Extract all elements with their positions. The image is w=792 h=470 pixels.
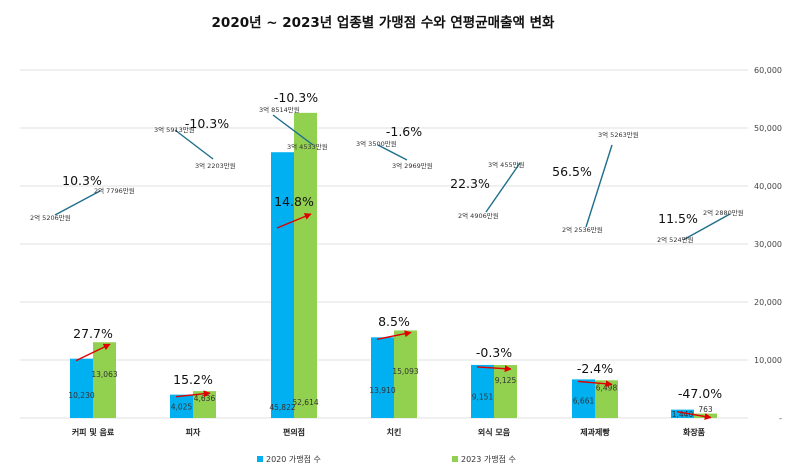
- legend-label-2023: 2023 가맹점 수: [461, 454, 516, 464]
- chart-title: 2020년 ~ 2023년 업종별 가맹점 수와 연평균매출액 변화: [212, 14, 555, 31]
- y-tick-label: -: [779, 414, 782, 423]
- bar-label-2023: 9,125: [495, 376, 517, 385]
- avg-sales-line: [272, 114, 314, 146]
- y-tick-label: 40,000: [754, 182, 782, 191]
- avg-sales-2023-label: 3억 4533만원: [287, 142, 328, 151]
- bar-2023: [93, 342, 116, 418]
- bar-label-2023: 15,093: [392, 367, 418, 376]
- bar-2020: [271, 152, 294, 418]
- store-change-pct: -47.0%: [678, 386, 722, 401]
- avg-sales-2023-label: 2억 2880만원: [703, 208, 744, 217]
- category-label: 편의점: [283, 427, 305, 437]
- gridlines: [20, 69, 748, 419]
- y-tick-label: 50,000: [754, 124, 782, 133]
- bar-label-2023: 52,614: [292, 398, 318, 407]
- avg-sales-change-pct: -1.6%: [386, 124, 422, 139]
- bar-2023: [394, 330, 417, 418]
- bar-2020: [671, 409, 694, 418]
- bar-label-2023: 763: [698, 405, 713, 414]
- avg-sales-2023-label: 3억 2969만원: [392, 161, 433, 170]
- bar-2023: [595, 380, 618, 418]
- avg-sales-2020-label: 2억 2536만원: [562, 225, 603, 234]
- bar-label-2020: 4,025: [171, 403, 193, 412]
- avg-sales-2020-label: 3억 3500만원: [356, 139, 397, 148]
- bar-2020: [170, 394, 193, 418]
- y-tick-label: 30,000: [754, 240, 782, 249]
- avg-sales-line: [54, 190, 101, 216]
- bar-label-2020: 9,151: [472, 393, 494, 402]
- category-label: 치킨: [387, 427, 402, 437]
- avg-sales-line: [485, 162, 521, 213]
- store-change-arrow: [577, 380, 613, 388]
- y-tick-label: 20,000: [754, 298, 782, 307]
- category-label: 화장품: [683, 427, 706, 437]
- y-tick-label: 60,000: [754, 66, 782, 75]
- bar-label-2020: 6,661: [573, 396, 595, 405]
- store-change-pct: 8.5%: [378, 314, 410, 329]
- store-change-arrow: [175, 390, 211, 398]
- store-change-arrow: [276, 213, 312, 229]
- avg-sales-change-pct: 22.3%: [450, 176, 490, 191]
- category-label: 제과제빵: [580, 427, 610, 437]
- avg-sales-2023-label: 3억 2203만원: [195, 161, 236, 170]
- y-tick-label: 10,000: [754, 356, 782, 365]
- avg-sales-line: [174, 129, 214, 160]
- category-label: 커피 및 음료: [72, 427, 115, 437]
- bar-2020: [572, 379, 595, 418]
- legend-swatch-2023: [452, 456, 458, 462]
- y-axis-ticks: - 10,000 20,000 30,000 40,000 50,000 60,000: [754, 66, 782, 423]
- store-change-pct: 14.8%: [274, 194, 314, 209]
- avg-sales-2020-label: 2억 4906만원: [458, 211, 499, 220]
- store-change-pct: -2.4%: [577, 361, 613, 376]
- store-change-arrow: [75, 343, 111, 362]
- bar-label-2023: 4,636: [194, 394, 216, 403]
- avg-sales-line: [585, 144, 613, 228]
- bar-label-2020: 13,910: [369, 386, 395, 395]
- avg-sales-2020-label: 2억 524만원: [657, 235, 694, 244]
- avg-sales-2023-label: 2억 7796만원: [94, 186, 135, 195]
- bar-2023: [294, 112, 317, 418]
- store-change-pct: 27.7%: [73, 326, 113, 341]
- avg-sales-change-pct: -10.3%: [185, 116, 229, 131]
- bar-2020: [471, 364, 494, 418]
- bar-label-2023: 6,498: [596, 383, 618, 392]
- store-change-arrow: [676, 410, 712, 420]
- store-change-pct: -0.3%: [476, 345, 512, 360]
- avg-sales-2023-label: 3억 455만원: [488, 160, 525, 169]
- avg-sales-2020-label: 3억 5913만원: [154, 125, 195, 134]
- avg-sales-change-pct: 10.3%: [62, 173, 102, 188]
- avg-sales-2020-label: 2억 5206만원: [30, 213, 71, 222]
- category-label: 피자: [186, 427, 201, 437]
- avg-sales-line: [682, 213, 731, 241]
- legend-label-2020: 2020 가맹점 수: [266, 454, 321, 464]
- store-change-arrow: [376, 330, 412, 341]
- avg-sales-2023-label: 3억 5263만원: [598, 130, 639, 139]
- avg-sales-change-pct: 11.5%: [658, 211, 698, 226]
- bar-label-2020: 10,230: [68, 391, 94, 400]
- bar-2020: [70, 358, 93, 418]
- bar-label-2020: 45,822: [269, 403, 295, 412]
- store-change-arrows: 27.7% 15.2% 14.8% 8.5% -0.3% -2.4% -47.0%: [73, 194, 722, 420]
- legend: 2020 가맹점 수 2023 가맹점 수: [257, 454, 516, 464]
- category-label: 외식 모음: [478, 427, 511, 437]
- avg-sales-change-pct: 56.5%: [552, 164, 592, 179]
- legend-swatch-2020: [257, 456, 263, 462]
- avg-sales-2020-label: 3억 8514만원: [259, 105, 300, 114]
- bar-2023: [193, 391, 216, 418]
- avg-sales-change-pct: -10.3%: [274, 90, 318, 105]
- bars: [70, 112, 717, 418]
- bar-label-2023: 13,063: [91, 370, 117, 379]
- avg-sales-line: [377, 144, 408, 161]
- bar-2023: [494, 365, 517, 418]
- x-axis-categories: 커피 및 음료 피자 편의점 치킨 외식 모음 제과제빵 화장품: [72, 427, 706, 437]
- bar-label-2020: 1,440: [672, 410, 694, 419]
- bar-2020: [371, 337, 394, 418]
- store-change-pct: 15.2%: [173, 372, 213, 387]
- store-change-arrow: [476, 365, 512, 373]
